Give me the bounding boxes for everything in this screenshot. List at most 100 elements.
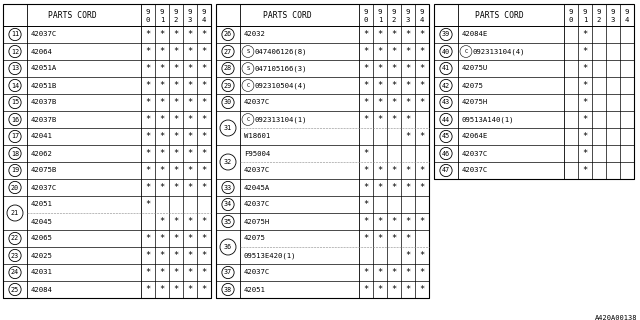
Text: 3: 3 xyxy=(406,17,410,23)
Text: 20: 20 xyxy=(11,185,19,190)
Text: *: * xyxy=(364,200,369,209)
Text: 9: 9 xyxy=(378,9,382,15)
Text: *: * xyxy=(188,132,193,141)
Text: 45: 45 xyxy=(442,133,450,140)
Text: *: * xyxy=(419,183,424,192)
Text: *: * xyxy=(405,285,411,294)
Text: *: * xyxy=(173,183,179,192)
Text: *: * xyxy=(378,30,383,39)
Text: 9: 9 xyxy=(364,9,368,15)
Text: 34: 34 xyxy=(224,202,232,207)
Text: 42037B: 42037B xyxy=(31,100,57,106)
Text: *: * xyxy=(145,115,150,124)
Text: *: * xyxy=(202,81,207,90)
Text: *: * xyxy=(159,251,164,260)
Text: 42037C: 42037C xyxy=(244,100,270,106)
Text: 41: 41 xyxy=(442,66,450,71)
Text: *: * xyxy=(378,268,383,277)
Text: *: * xyxy=(173,285,179,294)
Text: 42045A: 42045A xyxy=(244,185,270,190)
Text: *: * xyxy=(392,183,397,192)
Text: 047406126(8): 047406126(8) xyxy=(255,48,307,55)
Text: *: * xyxy=(392,47,397,56)
Text: *: * xyxy=(419,47,424,56)
Text: 42075: 42075 xyxy=(462,83,484,89)
Text: *: * xyxy=(202,285,207,294)
Text: *: * xyxy=(188,183,193,192)
Text: *: * xyxy=(364,98,369,107)
Text: *: * xyxy=(173,268,179,277)
Text: 2: 2 xyxy=(597,17,601,23)
Text: *: * xyxy=(145,268,150,277)
Text: *: * xyxy=(405,30,411,39)
Text: 23: 23 xyxy=(11,252,19,259)
Text: *: * xyxy=(364,183,369,192)
Text: *: * xyxy=(378,217,383,226)
Text: *: * xyxy=(145,64,150,73)
Text: *: * xyxy=(188,47,193,56)
Text: 42051: 42051 xyxy=(31,202,53,207)
Text: *: * xyxy=(159,285,164,294)
Text: 047105166(3): 047105166(3) xyxy=(255,65,307,72)
Text: PARTS CORD: PARTS CORD xyxy=(475,11,524,20)
Text: 44: 44 xyxy=(442,116,450,123)
Text: 22: 22 xyxy=(11,236,19,242)
Text: PARTS CORD: PARTS CORD xyxy=(263,11,312,20)
Text: *: * xyxy=(392,64,397,73)
Text: *: * xyxy=(378,183,383,192)
Text: 9: 9 xyxy=(420,9,424,15)
Text: 42037C: 42037C xyxy=(244,269,270,276)
Text: 11: 11 xyxy=(11,31,19,37)
Text: 42084: 42084 xyxy=(31,286,53,292)
Text: *: * xyxy=(405,166,411,175)
Text: 9: 9 xyxy=(174,9,178,15)
Text: *: * xyxy=(159,98,164,107)
Text: 31: 31 xyxy=(224,125,232,131)
Text: 1: 1 xyxy=(378,17,382,23)
Text: *: * xyxy=(582,149,588,158)
Text: 14: 14 xyxy=(11,83,19,89)
Text: 3: 3 xyxy=(188,17,192,23)
Text: *: * xyxy=(378,81,383,90)
Text: *: * xyxy=(173,98,179,107)
Text: *: * xyxy=(159,47,164,56)
Text: 42064: 42064 xyxy=(31,49,53,54)
Text: W18601: W18601 xyxy=(244,133,270,140)
Text: *: * xyxy=(159,132,164,141)
Text: 36: 36 xyxy=(224,244,232,250)
Text: *: * xyxy=(188,30,193,39)
Text: *: * xyxy=(159,234,164,243)
Text: 38: 38 xyxy=(224,286,232,292)
Text: *: * xyxy=(202,47,207,56)
Text: *: * xyxy=(202,30,207,39)
Text: 092313104(1): 092313104(1) xyxy=(255,116,307,123)
Text: 9: 9 xyxy=(611,9,615,15)
Text: *: * xyxy=(188,268,193,277)
Text: 42031: 42031 xyxy=(31,269,53,276)
Text: 29: 29 xyxy=(224,83,232,89)
Text: 4: 4 xyxy=(420,17,424,23)
Text: *: * xyxy=(159,64,164,73)
Text: *: * xyxy=(405,64,411,73)
Text: 43: 43 xyxy=(442,100,450,106)
Text: *: * xyxy=(364,81,369,90)
Text: *: * xyxy=(202,268,207,277)
Text: *: * xyxy=(378,285,383,294)
Text: *: * xyxy=(364,64,369,73)
Text: 42075H: 42075H xyxy=(462,100,488,106)
Text: 42075: 42075 xyxy=(244,236,266,242)
Text: *: * xyxy=(173,132,179,141)
Text: 4: 4 xyxy=(625,17,629,23)
Text: 0: 0 xyxy=(569,17,573,23)
Text: *: * xyxy=(405,251,411,260)
Text: *: * xyxy=(145,200,150,209)
Text: *: * xyxy=(159,115,164,124)
Text: *: * xyxy=(188,217,193,226)
Text: *: * xyxy=(159,149,164,158)
Text: 0: 0 xyxy=(146,17,150,23)
Text: *: * xyxy=(364,166,369,175)
Text: *: * xyxy=(202,166,207,175)
Text: *: * xyxy=(392,268,397,277)
Text: *: * xyxy=(378,47,383,56)
Text: 28: 28 xyxy=(224,66,232,71)
